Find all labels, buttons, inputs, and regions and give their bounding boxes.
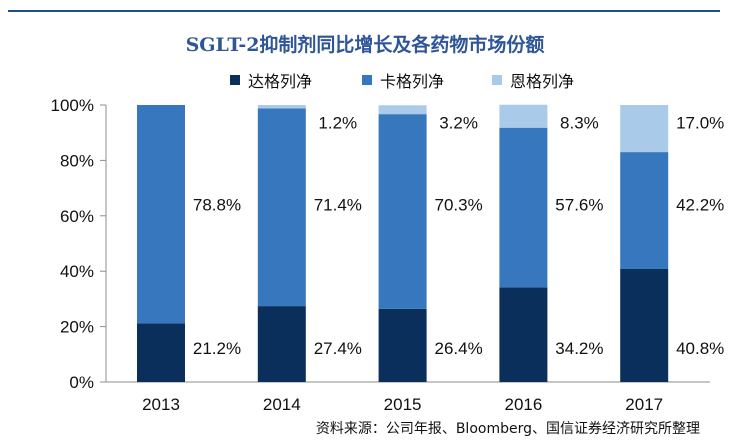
legend-label-canagliflozin: 卡格列净 xyxy=(380,72,445,91)
y-tick-label: 60% xyxy=(60,207,94,226)
y-tick-label: 100% xyxy=(51,96,94,115)
bar-segment-2015-0 xyxy=(378,308,427,382)
data-label: 78.8% xyxy=(193,195,241,214)
bar-segment-2016-2 xyxy=(499,104,548,128)
legend-swatch-dapagliflozin xyxy=(230,75,240,85)
bar-segment-2017-2 xyxy=(620,105,669,153)
y-tick-label: 20% xyxy=(60,318,94,337)
chart-title: SGLT-2抑制剂同比增长及各药物市场份额 xyxy=(185,34,545,56)
bar-segment-2016-0 xyxy=(499,287,548,382)
legend-label-empagliflozin: 恩格列净 xyxy=(510,72,575,91)
legend: 达格列净 卡格列净 恩格列净 xyxy=(230,69,630,91)
bar-segment-2014-1 xyxy=(257,108,306,307)
bar-segment-2013-0 xyxy=(137,323,185,382)
data-label: 26.4% xyxy=(434,339,482,358)
data-label: 57.6% xyxy=(555,195,603,214)
data-label: 17.0% xyxy=(676,114,724,133)
data-label: 34.2% xyxy=(555,339,603,358)
legend-swatch-empagliflozin xyxy=(492,75,502,85)
x-tick-label: 2016 xyxy=(504,395,542,414)
data-label: 71.4% xyxy=(314,195,362,214)
y-tick-label: 0% xyxy=(69,373,94,392)
bar-segment-2013-1 xyxy=(137,105,185,324)
bar-segment-2015-2 xyxy=(378,105,427,115)
bar-segment-2016-1 xyxy=(499,127,548,288)
data-label: 27.4% xyxy=(314,339,362,358)
bar-segment-2017-0 xyxy=(620,268,669,382)
bar-segment-2014-0 xyxy=(257,306,306,382)
x-tick-label: 2015 xyxy=(384,395,422,414)
data-label: 42.2% xyxy=(676,195,724,214)
bar-segment-2017-1 xyxy=(620,152,669,269)
y-tick-label: 40% xyxy=(60,262,94,281)
data-label: 70.3% xyxy=(434,195,482,214)
source-note: 资料来源：公司年报、Bloomberg、国信证券经济研究所整理 xyxy=(315,421,700,437)
legend-swatch-canagliflozin xyxy=(362,75,372,85)
legend-item-dapagliflozin: 达格列净 xyxy=(230,69,312,91)
bar-segment-2014-2 xyxy=(257,105,306,109)
legend-item-empagliflozin: 恩格列净 xyxy=(492,69,574,91)
legend-label-dapagliflozin: 达格列净 xyxy=(248,72,313,91)
x-tick-label: 2017 xyxy=(625,395,663,414)
data-label: 40.8% xyxy=(676,339,724,358)
x-tick-label: 2014 xyxy=(263,395,301,414)
x-tick-label: 2013 xyxy=(142,395,180,414)
top-rule xyxy=(8,10,720,12)
data-label: 1.2% xyxy=(318,114,357,133)
data-label: 3.2% xyxy=(439,114,478,133)
data-label: 21.2% xyxy=(193,339,241,358)
y-tick-label: 80% xyxy=(60,151,94,170)
legend-item-canagliflozin: 卡格列净 xyxy=(362,69,444,91)
data-label: 8.3% xyxy=(560,114,599,133)
bar-segment-2015-1 xyxy=(378,114,427,309)
